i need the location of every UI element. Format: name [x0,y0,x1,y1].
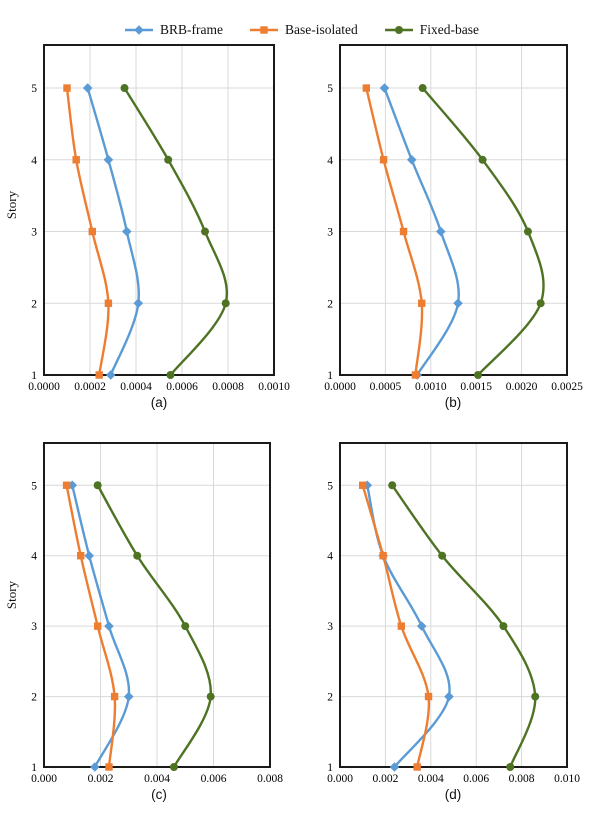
subplot-c-caption: (c) [151,787,167,802]
svg-text:5: 5 [327,83,333,95]
svg-text:0.002: 0.002 [88,773,114,785]
svg-text:0.0008: 0.0008 [212,381,244,393]
legend-label: Base-isolated [285,22,358,37]
subplot-d: 0.000 0.002 0.004 0.006 0.008 0.010 1 2 3 4 5 (d) [302,428,603,825]
svg-text:0.0010: 0.0010 [415,381,447,393]
svg-text:1: 1 [327,370,333,382]
svg-text:0.008: 0.008 [257,773,283,785]
svg-text:0.0015: 0.0015 [460,381,492,393]
svg-text:3: 3 [31,621,37,633]
svg-text:2: 2 [31,298,37,310]
svg-text:0.008: 0.008 [509,773,535,785]
legend-item-fixed-base: Fixed-base [384,22,479,38]
subplot-a-caption: (a) [150,395,168,410]
svg-text:3: 3 [327,621,333,633]
subplot-d-plot: 0.000 0.002 0.004 0.006 0.008 0.010 1 2 3 4 5 [327,442,580,785]
svg-text:0.002: 0.002 [372,773,398,785]
svg-text:4: 4 [327,155,333,167]
fixed-base-marker-icon [384,26,413,34]
svg-text:0.0000: 0.0000 [324,381,356,393]
chart-legend: BRB-frame Base-isolated Fixed-base [0,20,603,40]
svg-text:5: 5 [327,480,333,492]
base-isolated-marker-icon [250,26,279,34]
subplot-b: 0.0000 0.0005 0.0010 0.0015 0.0020 0.0025 1 2 3 4… [302,38,603,428]
svg-text:0.000: 0.000 [31,773,57,785]
svg-text:0.0025: 0.0025 [551,381,583,393]
legend-label: BRB-frame [160,22,224,37]
svg-text:2: 2 [327,692,333,704]
svg-text:4: 4 [327,551,333,563]
svg-text:1: 1 [31,370,37,382]
svg-text:0.004: 0.004 [144,773,170,785]
subplot-c: Story 0.000 0.002 0.004 0.006 0.008 1 2 3 4 5 (c) [0,428,301,825]
svg-text:4: 4 [31,551,37,563]
svg-text:3: 3 [327,227,333,239]
svg-text:4: 4 [31,155,37,167]
subplot-a-plot: 0.0000 0.0002 0.0004 0.0006 0.0008 0.0010 1 2 3 4… [28,44,290,393]
svg-text:0.004: 0.004 [418,773,444,785]
svg-text:0.0005: 0.0005 [370,381,402,393]
svg-text:0.0002: 0.0002 [74,381,106,393]
subplot-c-plot: 0.000 0.002 0.004 0.006 0.008 1 2 3 4 5 [31,442,283,785]
svg-text:0.010: 0.010 [554,773,580,785]
svg-text:5: 5 [31,480,37,492]
svg-text:1: 1 [327,762,333,774]
subplot-d-caption: (d) [444,787,462,802]
svg-text:2: 2 [31,692,37,704]
svg-text:0.0020: 0.0020 [506,381,538,393]
svg-text:5: 5 [31,83,37,95]
legend-item-brb-frame: BRB-frame [124,22,223,38]
legend-label: Fixed-base [419,22,479,37]
svg-text:0.000: 0.000 [327,773,353,785]
subplot-b-plot: 0.0000 0.0005 0.0010 0.0015 0.0020 0.0025 1 2 3 4… [324,44,583,393]
brb-frame-marker-icon [125,25,154,35]
subplot-a: Story 0.0000 0.0002 0.0004 0.0006 0.0008 0.00… [0,38,301,428]
subplot-b-caption: (b) [444,395,462,410]
svg-text:0.006: 0.006 [463,773,489,785]
svg-text:0.0006: 0.0006 [166,381,198,393]
svg-text:0.006: 0.006 [201,773,227,785]
svg-text:0.0010: 0.0010 [258,381,290,393]
svg-text:3: 3 [31,227,37,239]
svg-text:0.0004: 0.0004 [120,381,152,393]
legend-item-base-isolated: Base-isolated [249,22,358,38]
svg-text:1: 1 [31,762,37,774]
svg-text:2: 2 [327,298,333,310]
svg-text:0.0000: 0.0000 [28,381,60,393]
